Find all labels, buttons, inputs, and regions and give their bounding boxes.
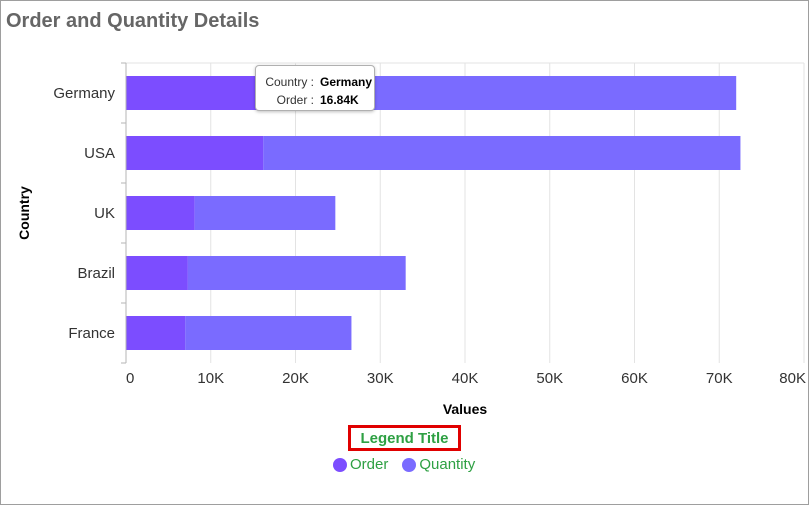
- bar-quantity-uk[interactable]: [194, 196, 336, 230]
- legend-title: Legend Title: [360, 429, 449, 447]
- y-axis-title: Country: [16, 186, 32, 240]
- x-tick-label: 40K: [452, 370, 479, 387]
- legend-label-quantity: Quantity: [419, 456, 476, 473]
- y-tick-label: Brazil: [77, 265, 115, 282]
- legend-item-quantity[interactable]: Quantity: [402, 456, 475, 473]
- bar-quantity-brazil[interactable]: [187, 256, 406, 290]
- x-tick-label: 80K: [779, 370, 806, 387]
- legend-title-box: Legend Title: [348, 425, 461, 451]
- y-tick-label: UK: [94, 205, 115, 222]
- y-tick-label: France: [68, 325, 115, 342]
- y-tick-label: USA: [84, 145, 115, 162]
- x-tick-label: 0: [126, 370, 134, 387]
- legend-swatch-order: [333, 457, 347, 472]
- bar-order-uk[interactable]: [126, 196, 195, 230]
- tooltip-order-key: Order :: [276, 93, 314, 107]
- bar-order-germany[interactable]: [126, 76, 258, 110]
- legend: Order Quantity: [333, 456, 475, 473]
- tooltip-row-order: Order : 16.84K: [256, 91, 374, 109]
- bar-order-france[interactable]: [126, 316, 186, 350]
- x-tick-label: 50K: [536, 370, 563, 387]
- tooltip-country-value: Germany: [320, 75, 373, 89]
- x-tick-label: 10K: [197, 370, 224, 387]
- tooltip-row-country: Country : Germany: [256, 73, 374, 91]
- x-tick-label: 70K: [706, 370, 733, 387]
- legend-swatch-quantity: [402, 457, 417, 472]
- legend-label-order: Order: [350, 456, 389, 473]
- tooltip-country-key: Country :: [265, 75, 314, 89]
- chart-title: Order and Quantity Details: [6, 10, 260, 32]
- x-tick-label: 60K: [621, 370, 648, 387]
- bar-order-usa[interactable]: [126, 136, 264, 170]
- bar-order-brazil[interactable]: [126, 256, 188, 290]
- x-tick-label: 30K: [367, 370, 394, 387]
- bar-quantity-usa[interactable]: [263, 136, 741, 170]
- tooltip-order-value: 16.84K: [320, 93, 359, 107]
- legend-item-order[interactable]: Order: [333, 456, 388, 473]
- bar-quantity-france[interactable]: [185, 316, 352, 350]
- y-tick-label: Germany: [53, 85, 115, 102]
- data-tooltip: Country : Germany Order : 16.84K: [255, 65, 375, 111]
- x-tick-label: 20K: [282, 370, 309, 387]
- x-axis-title: Values: [443, 401, 488, 417]
